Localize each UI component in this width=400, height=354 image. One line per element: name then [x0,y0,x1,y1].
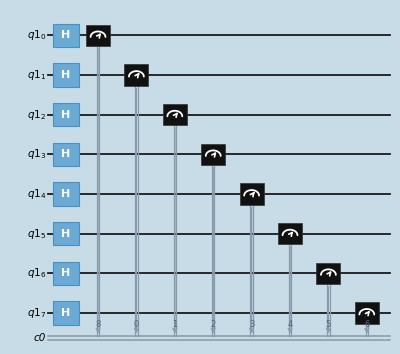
Text: 2: 2 [210,320,216,329]
FancyBboxPatch shape [86,25,110,46]
FancyBboxPatch shape [53,262,79,285]
FancyBboxPatch shape [53,24,79,47]
Text: 8: 8 [95,320,101,329]
Text: 6: 6 [364,320,370,329]
Text: 0: 0 [134,320,139,329]
Text: 1: 1 [172,320,178,329]
FancyBboxPatch shape [240,183,264,205]
FancyBboxPatch shape [163,104,187,125]
Text: H: H [61,189,71,199]
Text: H: H [61,70,71,80]
Text: $q1_1$: $q1_1$ [27,68,46,82]
FancyBboxPatch shape [124,64,148,86]
FancyBboxPatch shape [53,222,79,245]
Text: $q1_5$: $q1_5$ [27,227,46,241]
Text: H: H [61,110,71,120]
Text: c0: c0 [34,333,46,343]
Text: H: H [61,308,71,318]
FancyBboxPatch shape [316,263,340,284]
Text: $q1_7$: $q1_7$ [27,306,46,320]
Text: $q1_2$: $q1_2$ [27,108,46,122]
Text: H: H [61,149,71,159]
Text: $q1_3$: $q1_3$ [27,147,46,161]
FancyBboxPatch shape [53,103,79,126]
FancyBboxPatch shape [53,143,79,166]
FancyBboxPatch shape [53,182,79,206]
Text: $q1_6$: $q1_6$ [26,266,46,280]
FancyBboxPatch shape [278,223,302,244]
Text: H: H [61,30,71,40]
Text: $q1_4$: $q1_4$ [26,187,46,201]
FancyBboxPatch shape [53,63,79,87]
Text: 5: 5 [326,320,331,329]
FancyBboxPatch shape [201,144,225,165]
FancyBboxPatch shape [355,302,379,324]
Text: $q1_0$: $q1_0$ [26,28,46,42]
Text: H: H [61,268,71,278]
Text: H: H [61,229,71,239]
FancyBboxPatch shape [53,301,79,325]
Text: 3: 3 [249,320,254,329]
Text: 4: 4 [287,320,293,329]
